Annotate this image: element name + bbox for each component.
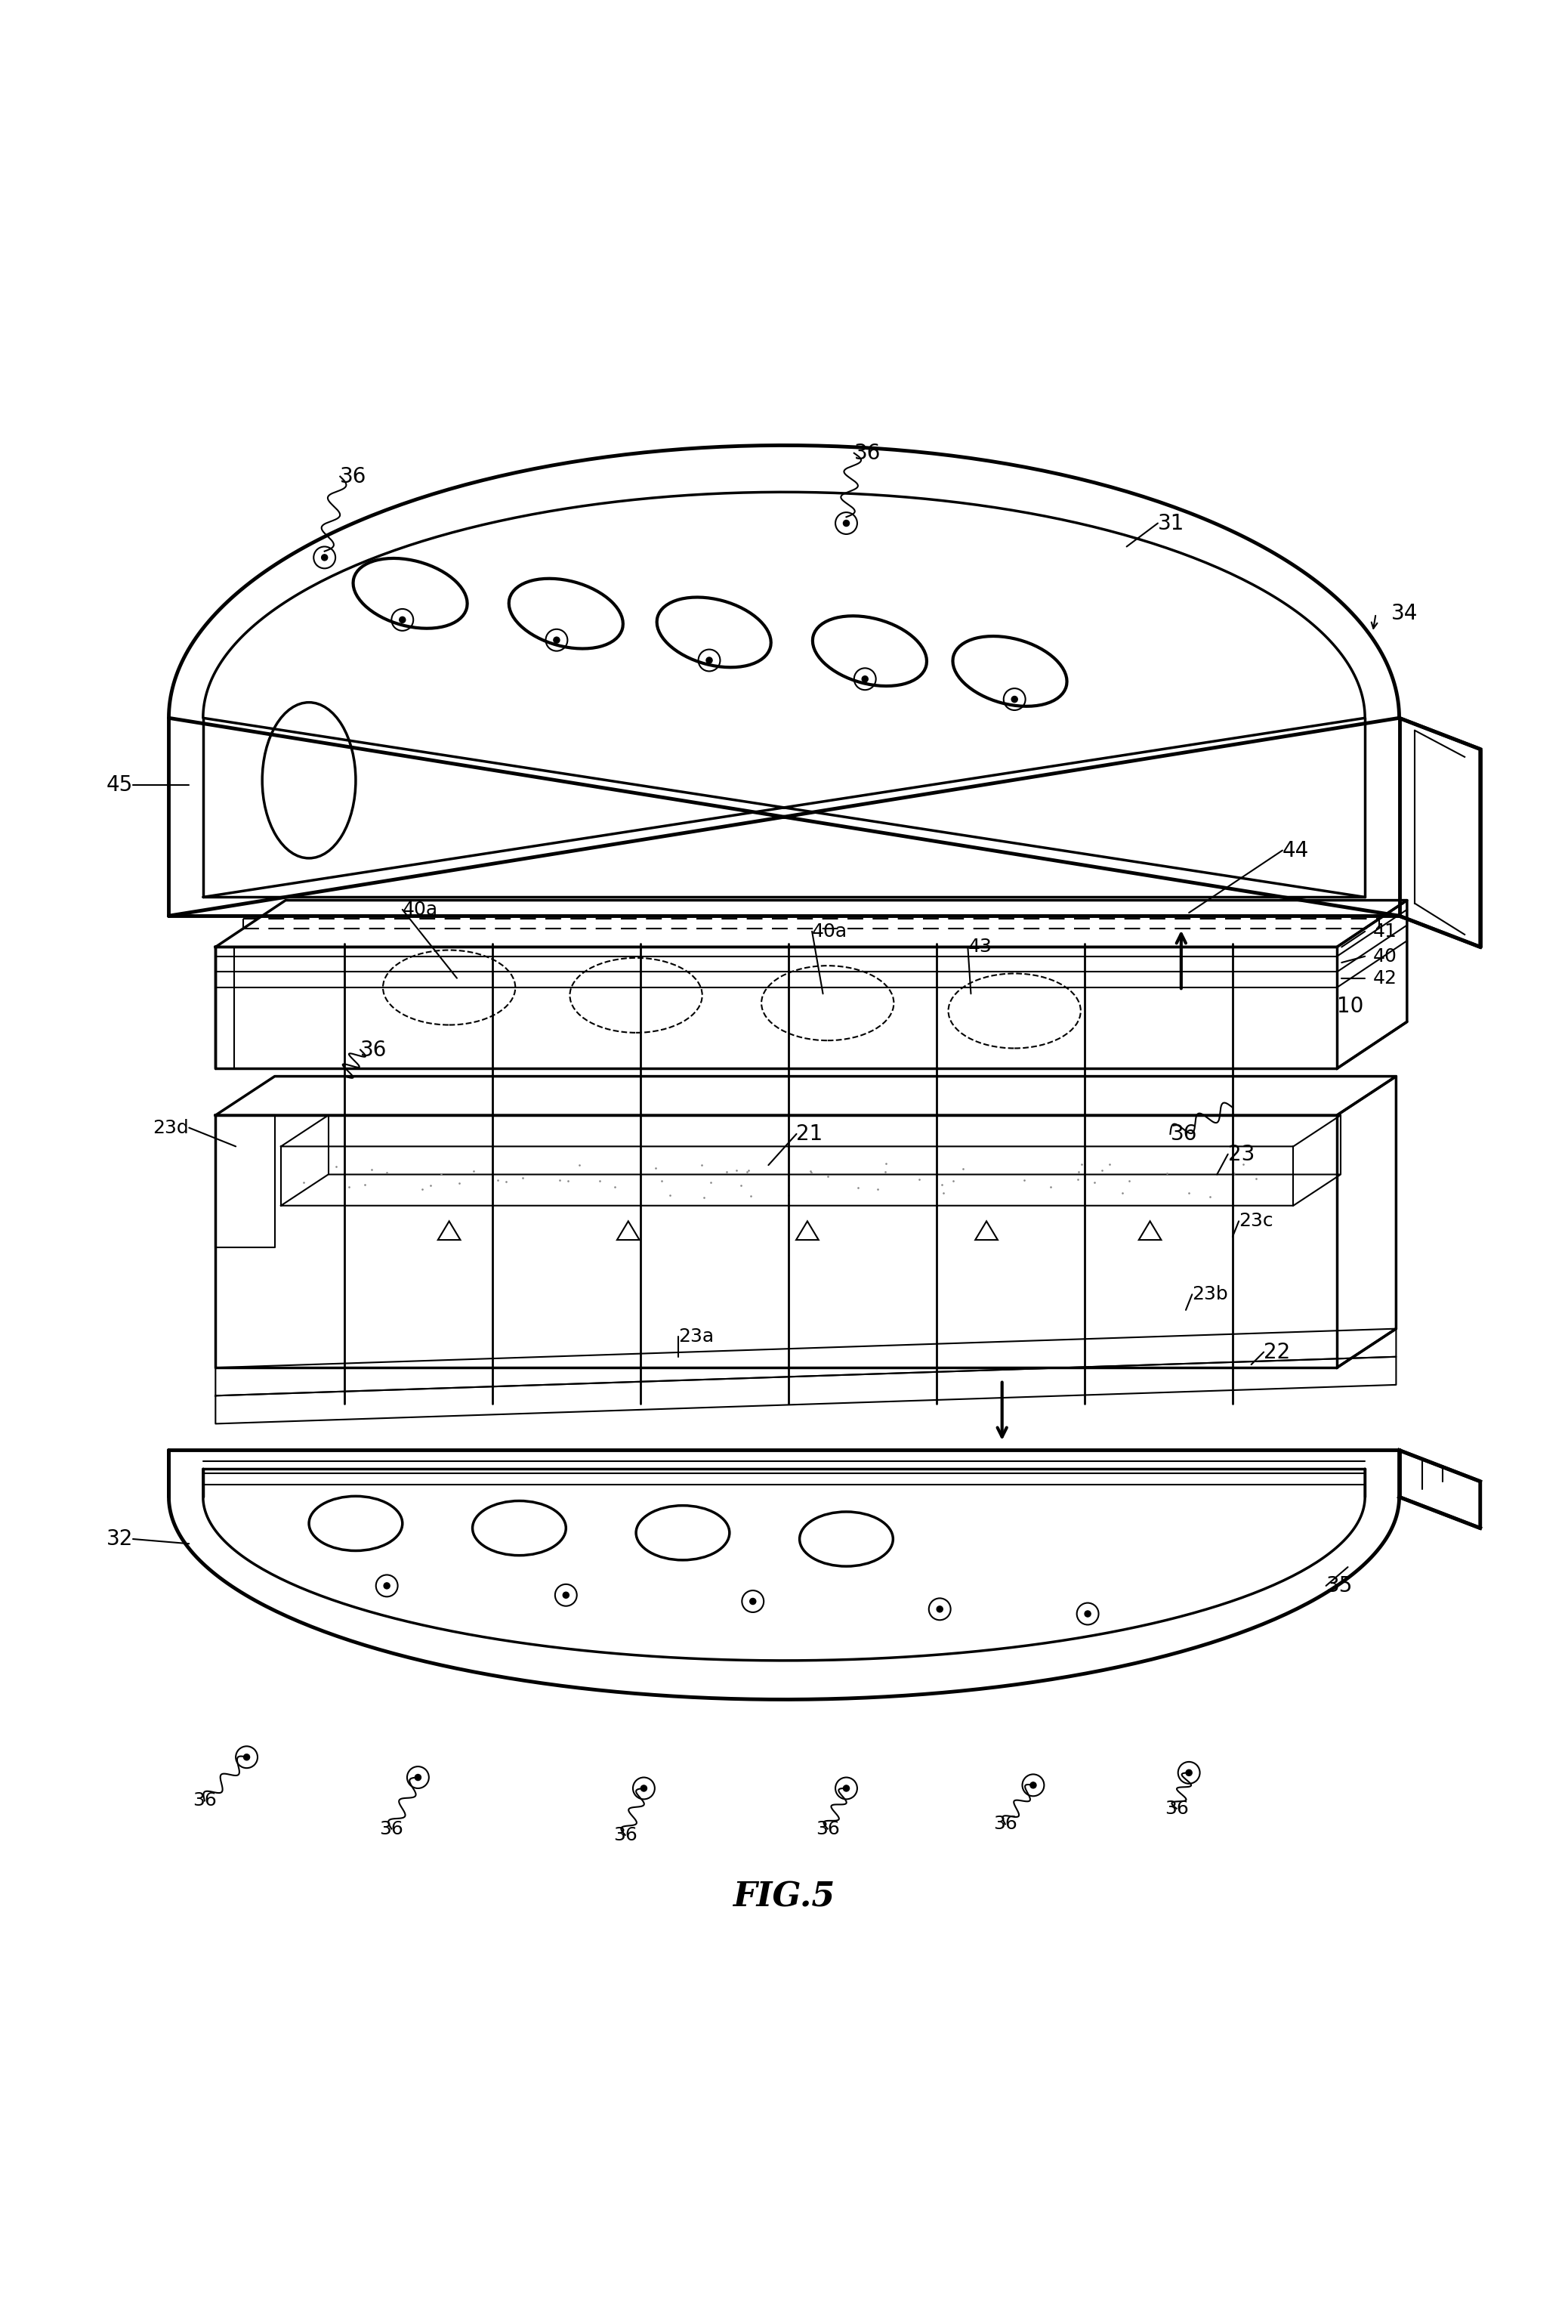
Text: 21: 21 — [797, 1122, 823, 1143]
Text: 36: 36 — [361, 1039, 387, 1060]
Text: FIG.5: FIG.5 — [732, 1880, 836, 1913]
Text: 43: 43 — [967, 939, 993, 955]
Circle shape — [844, 1785, 850, 1792]
Text: 44: 44 — [1283, 839, 1309, 860]
Text: 35: 35 — [1327, 1576, 1353, 1597]
Text: 36: 36 — [379, 1820, 403, 1838]
Text: 23d: 23d — [154, 1118, 190, 1136]
Text: 23a: 23a — [677, 1327, 713, 1346]
Text: 32: 32 — [107, 1529, 133, 1550]
Circle shape — [862, 676, 869, 681]
Text: 36: 36 — [613, 1827, 637, 1845]
Text: 36: 36 — [855, 442, 881, 465]
Circle shape — [554, 637, 560, 644]
Text: 36: 36 — [1170, 1122, 1196, 1143]
Circle shape — [1085, 1611, 1091, 1618]
Circle shape — [563, 1592, 569, 1599]
Text: 40a: 40a — [403, 899, 437, 918]
Circle shape — [706, 658, 712, 662]
Text: 40a: 40a — [812, 923, 848, 941]
Text: 40: 40 — [1372, 948, 1397, 964]
Text: 36: 36 — [815, 1820, 839, 1838]
Text: 23c: 23c — [1239, 1213, 1273, 1229]
Circle shape — [1011, 697, 1018, 702]
Text: 34: 34 — [1391, 602, 1417, 625]
Circle shape — [321, 555, 328, 560]
Circle shape — [243, 1755, 249, 1759]
Circle shape — [750, 1599, 756, 1604]
Circle shape — [384, 1583, 390, 1590]
Text: 36: 36 — [993, 1815, 1018, 1834]
Circle shape — [936, 1606, 942, 1613]
Text: 36: 36 — [1165, 1799, 1189, 1817]
Circle shape — [1030, 1783, 1036, 1787]
Text: 23: 23 — [1228, 1143, 1254, 1164]
Circle shape — [416, 1773, 422, 1780]
Text: 41: 41 — [1372, 923, 1397, 941]
Text: 45: 45 — [107, 774, 133, 795]
Text: 36: 36 — [340, 465, 367, 488]
Text: 10: 10 — [1338, 995, 1364, 1018]
Text: 22: 22 — [1264, 1341, 1290, 1362]
Circle shape — [400, 616, 406, 623]
Circle shape — [1185, 1769, 1192, 1776]
Text: 42: 42 — [1372, 969, 1397, 988]
Circle shape — [641, 1785, 648, 1792]
Circle shape — [844, 521, 850, 525]
Text: 31: 31 — [1157, 514, 1184, 535]
Text: 36: 36 — [193, 1792, 216, 1810]
Text: 23b: 23b — [1192, 1285, 1228, 1304]
